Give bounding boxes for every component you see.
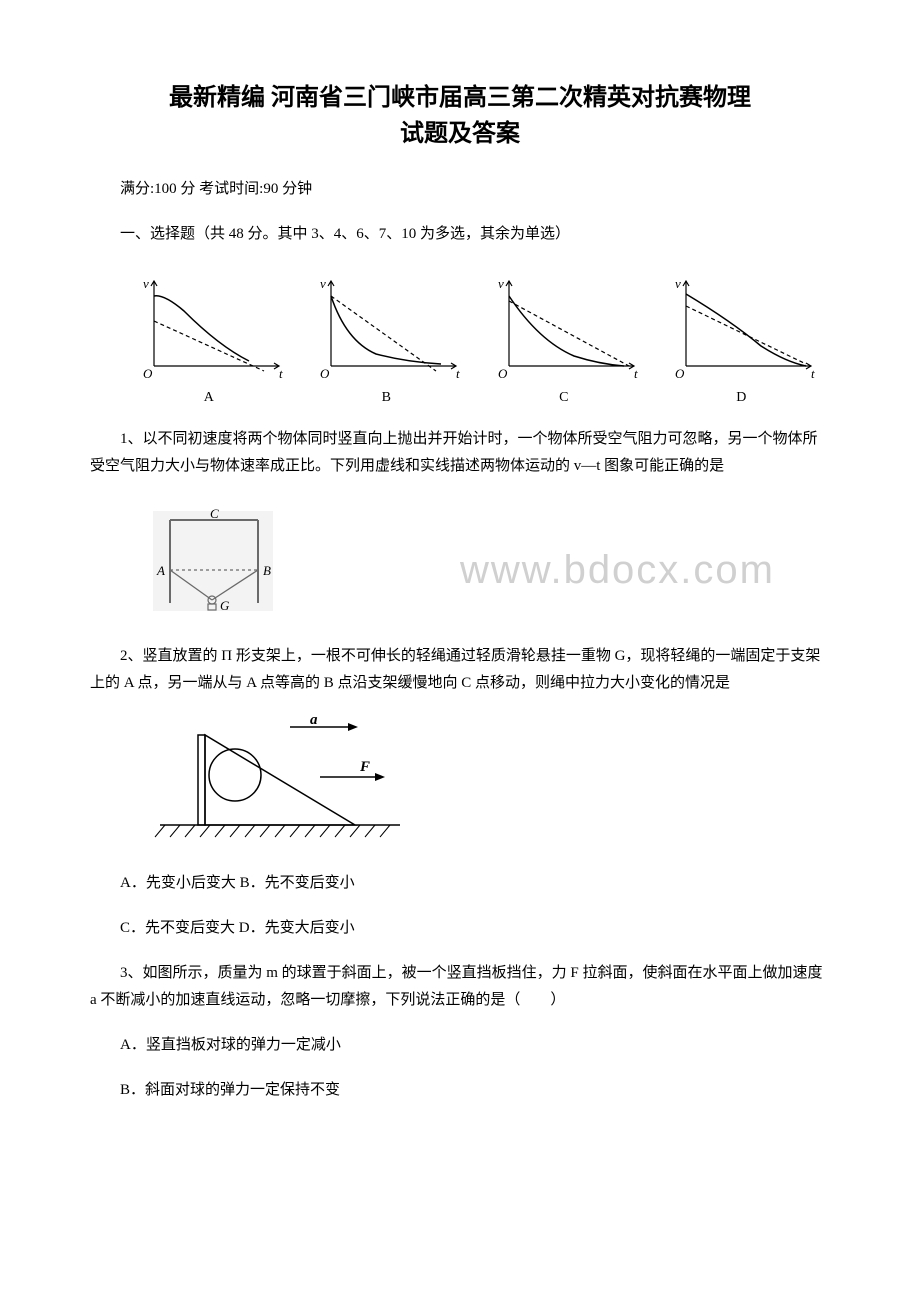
- q3-diagram: a F: [150, 715, 830, 850]
- graph-C-dash: [509, 301, 629, 366]
- q2-options-CD: C．先不变后变大 D．先变大后变小: [90, 915, 830, 942]
- graph-C-solid: [509, 296, 624, 366]
- axis-O: O: [320, 366, 330, 381]
- graph-A-dash: [154, 321, 264, 371]
- axis-t: t: [279, 366, 283, 381]
- graph-B-label: B: [382, 390, 391, 406]
- question-3: 3、如图所示，质量为 m 的球置于斜面上，被一个竖直挡板挡住，力 F 拉斜面，使…: [90, 960, 830, 1014]
- q2-options-AB: A．先变小后变大 B．先不变后变小: [90, 870, 830, 897]
- label-B: B: [263, 563, 271, 578]
- watermark: www.bdocx.com: [460, 548, 775, 593]
- q2-diagram-svg: C A B G: [150, 508, 280, 618]
- graph-C: v t O C: [484, 266, 644, 406]
- graph-A-label: A: [204, 390, 214, 406]
- graph-B-dash: [331, 296, 436, 371]
- exam-info: 满分:100 分 考试时间:90 分钟: [90, 176, 830, 203]
- graph-B-svg: v t O: [306, 266, 466, 386]
- axis-v: v: [675, 276, 681, 291]
- q1-graphs: v t O A v t O B v t O: [90, 266, 830, 406]
- question-1: 1、以不同初速度将两个物体同时竖直向上抛出并开始计时，一个物体所受空气阻力可忽略…: [90, 426, 830, 480]
- label-C: C: [210, 508, 219, 521]
- axis-O: O: [675, 366, 685, 381]
- graph-B: v t O B: [306, 266, 466, 406]
- title-line-1: 最新精编 河南省三门峡市届高三第二次精英对抗赛物理: [90, 80, 830, 116]
- axis-t: t: [634, 366, 638, 381]
- title-line-2: 试题及答案: [90, 116, 830, 152]
- graph-D-label: D: [736, 390, 746, 406]
- graph-A-solid: [154, 296, 249, 361]
- question-2: 2、竖直放置的 Π 形支架上，一根不可伸长的轻绳通过轻质滑轮悬挂一重物 G，现将…: [90, 643, 830, 697]
- graph-C-label: C: [559, 390, 568, 406]
- q3-option-B: B．斜面对球的弹力一定保持不变: [90, 1077, 830, 1104]
- label-a: a: [310, 715, 318, 728]
- q3-option-A: A．竖直挡板对球的弹力一定减小: [90, 1032, 830, 1059]
- label-A: A: [156, 563, 165, 578]
- axis-v: v: [143, 276, 149, 291]
- axis-O: O: [143, 366, 153, 381]
- page-title: 最新精编 河南省三门峡市届高三第二次精英对抗赛物理 试题及答案: [90, 80, 830, 152]
- label-F: F: [359, 759, 370, 775]
- axis-v: v: [498, 276, 504, 291]
- graph-A-svg: v t O: [129, 266, 289, 386]
- graph-D: v t O D: [661, 266, 821, 406]
- graph-B-solid: [331, 296, 441, 364]
- axis-v: v: [320, 276, 326, 291]
- axis-t: t: [456, 366, 460, 381]
- section-1-heading: 一、选择题（共 48 分。其中 3、4、6、7、10 为多选，其余为单选）: [90, 221, 830, 248]
- axis-O: O: [498, 366, 508, 381]
- label-G: G: [220, 598, 230, 613]
- q2-diagram: C A B G: [150, 508, 280, 623]
- graph-D-svg: v t O: [661, 266, 821, 386]
- graph-C-svg: v t O: [484, 266, 644, 386]
- axis-t: t: [811, 366, 815, 381]
- q3-diagram-svg: a F: [150, 715, 410, 845]
- graph-A: v t O A: [129, 266, 289, 406]
